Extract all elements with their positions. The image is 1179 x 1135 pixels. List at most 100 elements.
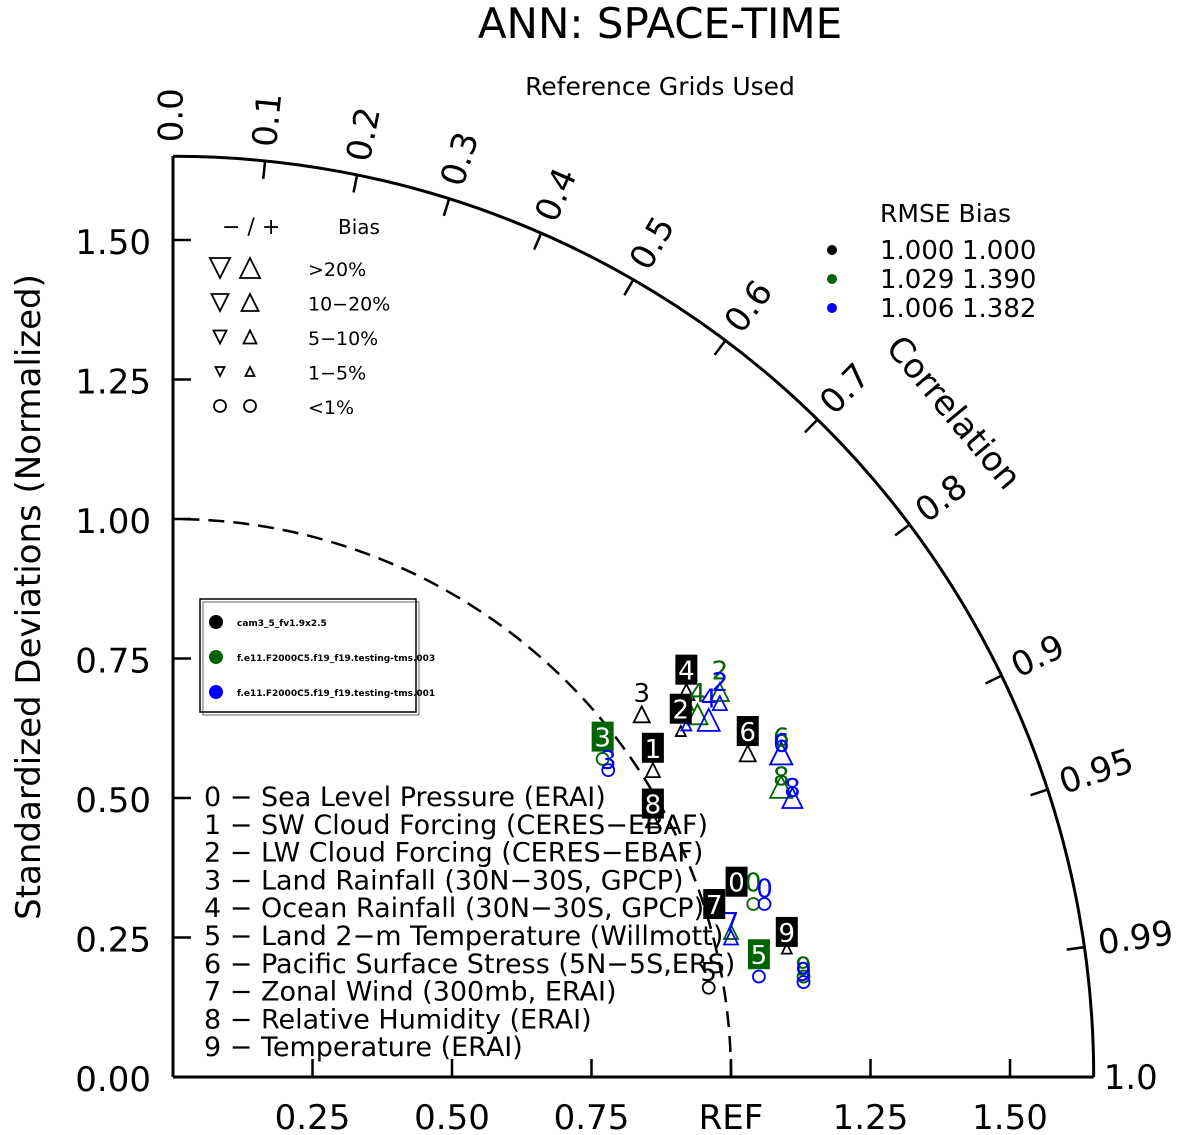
data-point-label: 8: [773, 763, 790, 793]
bias-value: 1.382: [962, 294, 1036, 324]
variable-list-item: 8 − Relative Humidity (ERAI): [204, 1004, 592, 1035]
data-point-box: [669, 693, 692, 724]
data-point-label: 3: [633, 679, 650, 709]
correlation-tick-mark: [803, 418, 819, 434]
bias-marker-up-triangle: [679, 718, 693, 732]
x-tick-label: 0.50: [414, 1098, 490, 1135]
data-point-label: 4: [678, 657, 695, 687]
chart-title: ANN: SPACE-TIME: [478, 0, 842, 48]
data-point-label: 6: [773, 729, 790, 759]
bias-legend-up-triangle: [238, 255, 262, 279]
bias-legend-row-label: <1%: [308, 397, 354, 419]
y-tick-label: 0.00: [75, 1060, 151, 1100]
correlation-tick-mark: [984, 674, 1003, 685]
bias-markers: [595, 680, 811, 995]
correlation-tick-label: 0.3: [433, 127, 487, 191]
bias-legend-up-triangle: [244, 364, 256, 377]
bias-marker-up-triangle: [644, 761, 662, 778]
bias-marker-up-triangle: [738, 743, 758, 763]
correlation-tick-label: 0.9: [1005, 627, 1071, 687]
bias-marker-up-triangle: [644, 811, 662, 829]
correlation-tick-label: 0.1: [245, 91, 290, 149]
data-point-label: 7: [706, 891, 723, 921]
bias-legend-row-label: >20%: [308, 259, 366, 281]
y-tick-label: 1.50: [75, 223, 151, 263]
x-tick-label: 0.75: [554, 1098, 630, 1135]
bias-marker-circle: [752, 969, 766, 984]
x-tick-label: 1.50: [972, 1098, 1048, 1135]
bias-marker-up-triangle: [780, 785, 804, 809]
bias-legend-up-triangle: [240, 291, 260, 312]
correlation-tick-mark: [894, 523, 911, 537]
variable-list-item: 2 − LW Cloud Forcing (CERES−EBAF): [204, 838, 703, 869]
correlation-tick-label: 0.99: [1095, 913, 1176, 963]
variable-list-item: 3 − Land Rainfall (30N−30S, GPCP): [204, 865, 684, 896]
axes: 0.000.250.500.751.001.251.500.25 0.50 0.75…: [75, 156, 1094, 1135]
bias-marker-up-triangle: [780, 941, 794, 955]
data-point-box: [747, 939, 770, 970]
rmse-value: 1.029: [880, 265, 954, 295]
data-point-label: 2: [712, 668, 729, 698]
bias-legend-circle: [213, 399, 227, 413]
correlation-tick-label: 0.2: [339, 104, 389, 165]
series-legend-box: [199, 598, 417, 713]
series-legend: cam3_5_fv1.9x2.5 f.e11.F2000C5.f19_f19.te…: [199, 598, 435, 716]
bias-marker-circle: [796, 975, 811, 990]
data-point-label: 0: [728, 869, 745, 899]
correlation-tick-mark: [1030, 788, 1049, 797]
rmse-value: 1.000: [880, 236, 954, 266]
data-point-label: 2: [712, 657, 729, 687]
data-point-box: [775, 916, 798, 947]
bias-legend-row-label: 10−20%: [308, 294, 390, 316]
correlation-tick-label: 0.6: [717, 273, 781, 340]
data-point-label: 6: [773, 724, 790, 754]
data-point-label: 1: [645, 735, 662, 765]
bias-value: 1.000: [962, 236, 1036, 266]
data-point-label: 0: [745, 869, 762, 899]
variable-list-item: 4 − Ocean Rainfall (30N−30S, GPCP): [204, 893, 704, 924]
bias-marker-circle: [595, 752, 610, 766]
bias-legend-down-triangle: [208, 257, 232, 281]
data-point-label: 5: [751, 941, 768, 971]
data-point-box: [591, 721, 614, 752]
bias-marker-up-triangle: [711, 694, 729, 712]
bias-legend-row-label: 5−10%: [308, 328, 378, 350]
bias-legend-down-triangle: [210, 293, 230, 314]
chart-subtitle: Reference Grids Used: [525, 72, 795, 101]
variable-list-item: 5 − Land 2−m Temperature (Willmott): [204, 921, 723, 952]
correlation-tick-mark: [713, 339, 727, 356]
data-point-label: 2: [673, 696, 690, 726]
data-point-label: 3: [594, 724, 611, 754]
data-point-label: 6: [739, 718, 756, 748]
series-legend-dot: [209, 615, 223, 629]
bias-legend-down-triangle: [212, 329, 228, 346]
data-point-box: [736, 716, 759, 747]
series-legend-dot: [209, 685, 223, 699]
variable-list-item: 9 − Temperature (ERAI): [204, 1032, 523, 1063]
data-point-box: [703, 889, 726, 920]
correlation-tick-mark: [262, 160, 267, 179]
variable-list-item: 7 − Zonal Wind (300mb, ERAI): [204, 977, 617, 1008]
y-tick-label: 0.25: [75, 921, 151, 961]
variable-list-item: 1 − SW Cloud Forcing (CERES−EBAF): [204, 810, 708, 841]
reference-arc: [172, 517, 733, 1078]
bias-marker-circle: [757, 897, 772, 911]
bias-marker-up-triangle: [768, 773, 794, 799]
data-point-label: 5: [700, 958, 717, 988]
correlation-tick-label: 0.95: [1054, 741, 1138, 803]
bias-marker-circle: [796, 969, 811, 984]
correlation-tick-label: 0.5: [622, 210, 684, 277]
variable-list: 0 − Sea Level Pressure (ERAI)1 − SW Clou…: [204, 782, 735, 1063]
variable-list-item: 6 − Pacific Surface Stress (5N−5S,ERS): [204, 949, 735, 980]
variable-list-item: 0 − Sea Level Pressure (ERAI): [204, 782, 606, 813]
correlation-tick-mark: [532, 232, 543, 251]
y-tick-label: 1.25: [75, 363, 151, 403]
data-point-box: [675, 654, 698, 685]
data-point-label: 0: [756, 874, 773, 904]
series-legend-label: f.e11.F2000C5.f19_f19.testing-tms.001: [237, 689, 435, 699]
reference-arcs: [172, 154, 1096, 1078]
correlation-tick-mark: [352, 174, 359, 193]
bias-marker-up-triangle: [709, 680, 731, 702]
series-legend-label: cam3_5_fv1.9x2.5: [237, 619, 327, 629]
